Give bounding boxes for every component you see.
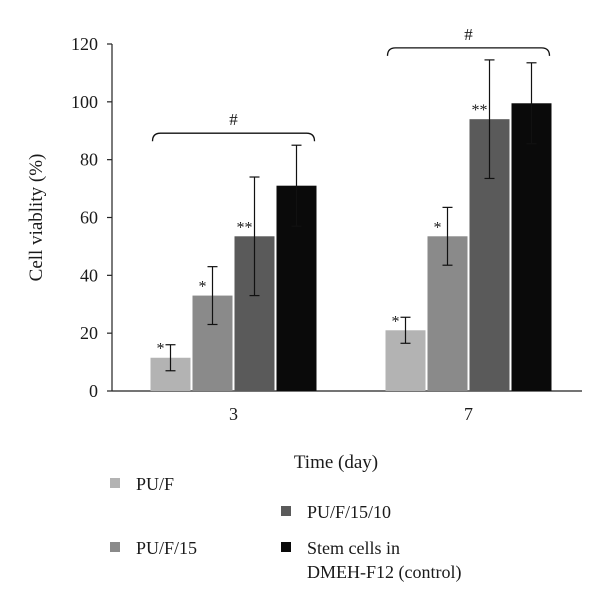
x-tick-label: 7 — [464, 404, 473, 424]
significance-marker: ** — [472, 102, 488, 119]
y-tick-label: 100 — [71, 92, 98, 112]
bracket-label: # — [229, 110, 238, 129]
y-tick-label: 20 — [80, 323, 98, 343]
significance-bracket — [151, 132, 316, 142]
bar — [511, 103, 552, 391]
y-tick-label: 120 — [71, 34, 98, 54]
x-axis-label: Time (day) — [294, 452, 378, 473]
bracket-label: # — [464, 25, 473, 44]
y-axis-label: Cell viablity (%) — [26, 154, 47, 282]
significance-marker: * — [199, 279, 207, 296]
y-tick-label: 0 — [89, 381, 98, 401]
axes: 0 20 40 60 80 100 120 Cell viablity (%) Time (da… — [26, 34, 582, 473]
significance-marker: * — [157, 341, 165, 358]
y-tick-label: 60 — [80, 208, 98, 228]
bars — [150, 59, 552, 391]
y-tick-label: 40 — [80, 265, 98, 285]
significance-bracket — [386, 47, 551, 56]
significance-marker: * — [434, 219, 442, 236]
annotations: ********## — [151, 25, 551, 358]
significance-marker: ** — [237, 219, 253, 236]
significance-marker: * — [392, 313, 400, 330]
y-tick-label: 80 — [80, 150, 98, 170]
x-tick-label: 3 — [229, 404, 238, 424]
